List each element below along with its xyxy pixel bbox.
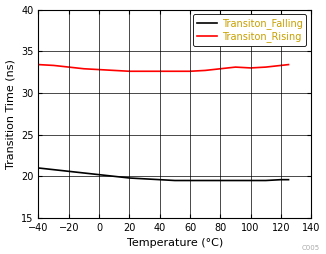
Transiton_Falling [203, 179, 207, 182]
Transiton_Falling [188, 179, 192, 182]
Transiton_Rising [97, 68, 101, 71]
Transiton_Falling [37, 166, 40, 169]
Line: Transiton_Rising: Transiton_Rising [38, 65, 289, 71]
Transiton_Falling [142, 177, 146, 180]
Transiton_Rising [52, 64, 55, 67]
Transiton_Rising [188, 70, 192, 73]
Transiton_Falling [287, 178, 290, 181]
Transiton_Rising [127, 70, 131, 73]
Transiton_Rising [142, 70, 146, 73]
Y-axis label: Transition Time (ns): Transition Time (ns) [6, 59, 16, 169]
Transiton_Falling [112, 175, 116, 178]
Transiton_Rising [249, 66, 253, 69]
Transiton_Rising [264, 66, 268, 69]
Line: Transiton_Falling: Transiton_Falling [38, 168, 289, 181]
Transiton_Falling [82, 171, 86, 174]
Legend: Transiton_Falling, Transiton_Rising: Transiton_Falling, Transiton_Rising [193, 14, 306, 46]
Transiton_Falling [127, 177, 131, 180]
Transiton_Rising [279, 64, 283, 67]
Transiton_Falling [233, 179, 237, 182]
Transiton_Rising [218, 67, 222, 70]
Transiton_Falling [173, 179, 177, 182]
Transiton_Rising [82, 67, 86, 70]
Transiton_Falling [218, 179, 222, 182]
Transiton_Rising [67, 66, 71, 69]
Transiton_Rising [287, 63, 290, 66]
Transiton_Falling [52, 168, 55, 171]
Transiton_Falling [264, 179, 268, 182]
Transiton_Rising [173, 70, 177, 73]
Transiton_Rising [112, 69, 116, 72]
Transiton_Rising [158, 70, 162, 73]
Transiton_Rising [37, 63, 40, 66]
Transiton_Rising [233, 66, 237, 69]
Transiton_Falling [158, 178, 162, 181]
Transiton_Falling [249, 179, 253, 182]
X-axis label: Temperature (°C): Temperature (°C) [127, 239, 223, 248]
Text: C005: C005 [301, 245, 319, 251]
Transiton_Falling [97, 173, 101, 176]
Transiton_Falling [279, 178, 283, 181]
Transiton_Rising [203, 69, 207, 72]
Transiton_Falling [67, 170, 71, 173]
